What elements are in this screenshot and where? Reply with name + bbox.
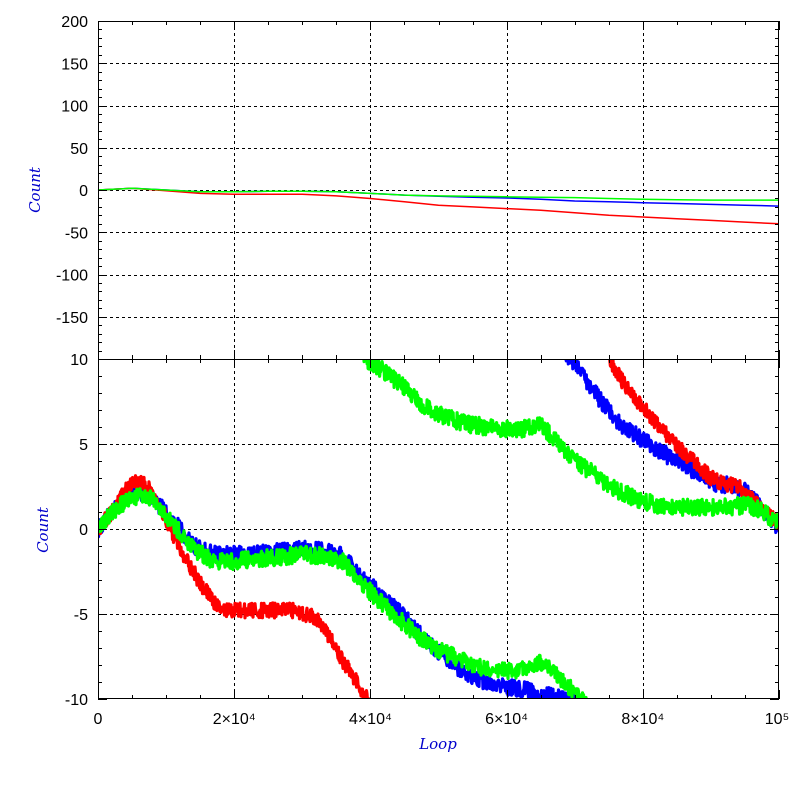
y-tick-label: 50 xyxy=(70,141,88,158)
y-tick-label: -10 xyxy=(65,692,88,709)
y-tick-label: 0 xyxy=(79,183,88,200)
series-band-line xyxy=(98,487,588,699)
y-tick-label: 100 xyxy=(61,99,88,116)
bottom-grid xyxy=(98,359,779,699)
series-line xyxy=(97,187,779,201)
x-tick-label: 10⁵ xyxy=(765,711,789,728)
series-line xyxy=(97,187,780,225)
y-tick-label: 150 xyxy=(61,56,88,73)
top-grid xyxy=(98,21,779,359)
x-tick-label: 4×10⁴ xyxy=(349,711,392,728)
bottom-tick-labels: 10 5 0 -5 -10 0 2×10⁴ 4×10⁴ 6×10⁴ 8×10⁴ 10⁵ xyxy=(65,352,789,728)
x-tick-label: 0 xyxy=(94,711,103,728)
series-band-line xyxy=(606,359,779,531)
top-series-group xyxy=(97,187,780,225)
y-tick-label: -100 xyxy=(56,268,88,285)
y-tick-label: -5 xyxy=(74,607,88,624)
bottom-y-axis-title: Count xyxy=(34,506,52,553)
y-tick-label: 0 xyxy=(79,522,88,539)
x-tick-label: 6×10⁴ xyxy=(485,711,528,728)
top-y-axis-title: Count xyxy=(26,166,44,213)
x-tick-label: 2×10⁴ xyxy=(213,711,256,728)
series-band-line xyxy=(362,359,779,529)
y-tick-label: 200 xyxy=(61,14,88,31)
y-tick-label: 10 xyxy=(70,352,88,369)
y-tick-label: -150 xyxy=(56,310,88,327)
y-tick-label: -50 xyxy=(65,225,88,242)
bottom-series-group xyxy=(98,359,779,699)
top-panel: 200 150 100 50 0 -50 -100 -150 Count xyxy=(26,14,780,360)
x-tick-label: 8×10⁴ xyxy=(621,711,664,728)
x-axis-title: Loop xyxy=(418,735,457,753)
y-tick-label: 5 xyxy=(79,437,88,454)
top-tick-labels: 200 150 100 50 0 -50 -100 -150 xyxy=(56,14,88,327)
